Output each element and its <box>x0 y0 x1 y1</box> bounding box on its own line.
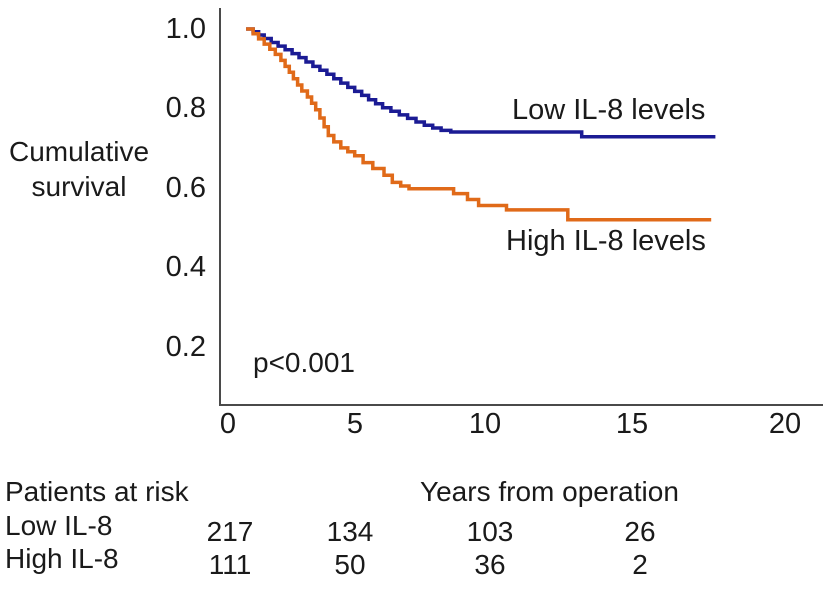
x-tick-15: 15 <box>615 408 649 440</box>
low-il8-series-label: Low IL-8 levels <box>512 94 706 126</box>
y-tick-0.8: 0.8 <box>165 92 206 124</box>
risk-high-year5: 50 <box>334 549 366 580</box>
y-tick-0.4: 0.4 <box>165 251 206 283</box>
risk-row-label-high: High IL-8 <box>5 543 119 574</box>
x-axis-title: Years from operation <box>420 476 679 507</box>
risk-low-year0: 217 <box>206 516 254 547</box>
risk-table-title: Patients at risk <box>5 476 189 507</box>
high-il8-series-label: High IL-8 levels <box>506 225 706 257</box>
risk-low-year10: 103 <box>466 516 514 547</box>
low-il8-curve <box>246 27 716 139</box>
x-tick-5: 5 <box>346 408 364 440</box>
x-tick-10: 10 <box>468 408 502 440</box>
p-value-annotation: p<0.001 <box>253 347 355 378</box>
y-axis-title: Cumulative survival <box>0 134 158 204</box>
risk-high-year0: 111 <box>208 549 252 580</box>
risk-low-year5: 134 <box>326 516 374 547</box>
y-tick-0.6: 0.6 <box>165 172 206 204</box>
y-axis-title-line2: survival <box>31 171 127 202</box>
x-tick-20: 20 <box>768 408 802 440</box>
x-tick-0: 0 <box>219 408 237 440</box>
y-tick-0.2: 0.2 <box>165 331 206 363</box>
risk-high-year15: 2 <box>632 549 648 580</box>
y-tick-1.0: 1.0 <box>165 13 206 45</box>
risk-high-year10: 36 <box>474 549 506 580</box>
y-axis-title-line1: Cumulative <box>8 136 150 167</box>
risk-row-label-low: Low IL-8 <box>5 510 113 541</box>
risk-low-year15: 26 <box>624 516 656 547</box>
high-il8-curve <box>246 27 712 222</box>
